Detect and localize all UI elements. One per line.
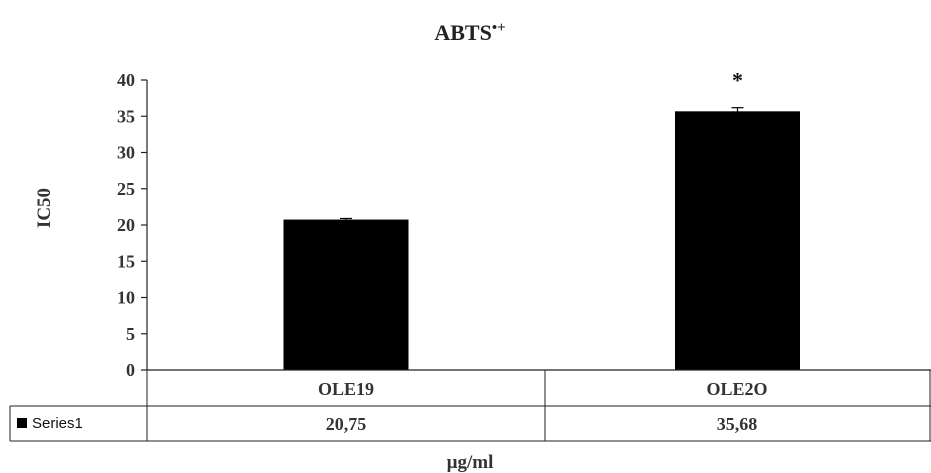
category-label-1: OLE2O [706, 379, 767, 399]
y-tick-label-7: 35 [117, 106, 135, 126]
legend-label-series1: Series1 [32, 415, 83, 432]
chart-title: ABTS•+ [434, 20, 505, 45]
y-tick-label-2: 10 [117, 288, 135, 308]
chart-title-superscript: •+ [492, 20, 506, 36]
bars [283, 111, 800, 370]
x-axis-label: µg/ml [447, 452, 494, 473]
legend-swatch-series1 [17, 418, 27, 428]
y-tick-label-4: 20 [117, 215, 135, 235]
y-tick-label-8: 40 [117, 70, 135, 90]
table-value-1: 35,68 [717, 414, 758, 434]
y-tick-label-1: 5 [126, 324, 135, 344]
y-ticks: 0 5 10 15 20 25 30 35 40 [117, 70, 147, 380]
chart-title-text: ABTS [434, 20, 491, 45]
table-value-0: 20,75 [326, 414, 367, 434]
y-axis-label: IC50 [34, 188, 55, 228]
significance-marker-0: * [732, 68, 743, 93]
category-label-0: OLE19 [318, 379, 374, 399]
data-table: Series1 OLE19 OLE2O 20,75 35,68 [9, 369, 931, 442]
y-tick-label-3: 15 [117, 251, 135, 271]
error-bars [340, 107, 744, 221]
y-tick-label-5: 25 [117, 179, 135, 199]
annotations: * [732, 68, 743, 93]
y-tick-label-6: 30 [117, 143, 135, 163]
bar-ole2o [675, 111, 800, 370]
y-tick-label-0: 0 [126, 360, 135, 380]
bar-ole19 [283, 219, 409, 370]
